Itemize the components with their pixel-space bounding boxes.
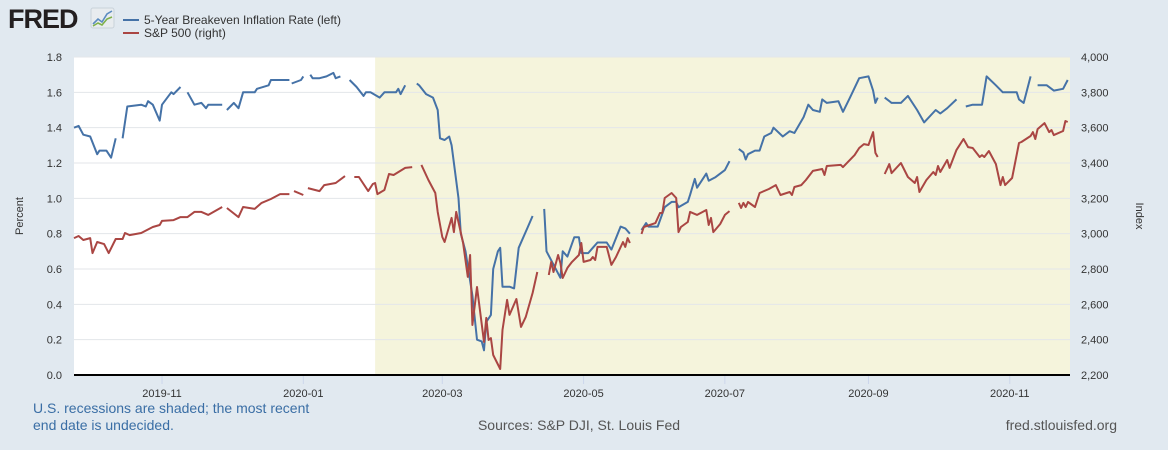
x-tick-label: 2020-07 xyxy=(705,388,745,400)
recession-note-line2: end date is undecided. xyxy=(33,417,174,433)
sp500-line-segment[interactable] xyxy=(547,237,631,279)
sp500-line-segment[interactable] xyxy=(73,206,223,255)
x-tick-label: 2020-05 xyxy=(563,388,603,400)
breakeven-line-segment[interactable] xyxy=(73,124,117,159)
x-tick-label: 2020-11 xyxy=(990,388,1030,400)
right-axis: 2,200 2,400 2,600 2,800 3,000 3,200 3,400 3,600… xyxy=(1081,52,1109,382)
sp500-line-segment[interactable] xyxy=(640,192,731,235)
series-lines xyxy=(73,71,1069,370)
breakeven-line-segment[interactable] xyxy=(186,91,223,110)
breakeven-line-segment[interactable] xyxy=(309,71,341,80)
left-axis-title: Percent xyxy=(14,197,26,235)
sources-text: Sources: S&P DJI, St. Louis Fed xyxy=(478,417,680,433)
left-axis: 0.0 0.2 0.4 0.6 0.8 1.0 1.2 1.4 1.6 1.8 xyxy=(47,52,62,382)
left-tick-label: 0.2 xyxy=(47,335,62,347)
right-tick-label: 2,400 xyxy=(1081,335,1109,347)
site-link[interactable]: fred.stlouisfed.org xyxy=(1006,417,1117,433)
fred-logo[interactable]: FRED xyxy=(8,4,115,34)
right-tick-label: 4,000 xyxy=(1081,52,1109,64)
left-tick-label: 1.6 xyxy=(47,87,62,99)
sp500-line-segment[interactable] xyxy=(307,175,346,193)
sp500-line-segment[interactable] xyxy=(883,120,1069,193)
legend-label: S&P 500 (right) xyxy=(144,26,226,40)
breakeven-line-segment[interactable] xyxy=(738,75,879,161)
left-tick-label: 1.8 xyxy=(47,52,62,64)
right-tick-label: 2,800 xyxy=(1081,264,1109,276)
left-tick-label: 0.0 xyxy=(47,370,62,382)
sp500-line-segment[interactable] xyxy=(737,131,879,209)
right-tick-label: 3,800 xyxy=(1081,87,1109,99)
legend: 5-Year Breakeven Inflation Rate (left) S… xyxy=(123,13,341,40)
recession-note-line1: U.S. recessions are shaded; the most rec… xyxy=(33,400,309,416)
sp500-line-segment[interactable] xyxy=(354,166,413,196)
sp500-line-segment[interactable] xyxy=(226,193,290,219)
breakeven-line-segment[interactable] xyxy=(1037,79,1069,92)
breakeven-line-segment[interactable] xyxy=(884,94,958,124)
legend-label: 5-Year Breakeven Inflation Rate (left) xyxy=(144,13,341,27)
gridlines xyxy=(74,56,1070,341)
breakeven-line-segment[interactable] xyxy=(965,75,1032,108)
right-tick-label: 3,400 xyxy=(1081,158,1109,170)
x-axis: 2019-11 2020-01 2020-03 2020-05 2020-07 2020-… xyxy=(142,375,1030,400)
right-tick-label: 2,600 xyxy=(1081,299,1109,311)
breakeven-line-segment[interactable] xyxy=(640,160,731,231)
left-tick-label: 1.4 xyxy=(47,123,62,135)
left-tick-label: 0.6 xyxy=(47,264,62,276)
sp500-line-segment[interactable] xyxy=(420,164,539,370)
right-tick-label: 3,000 xyxy=(1081,229,1109,241)
breakeven-line-segment[interactable] xyxy=(121,86,182,139)
left-tick-label: 1.0 xyxy=(47,193,62,205)
svg-text:FRED: FRED xyxy=(8,4,78,34)
left-tick-label: 0.4 xyxy=(47,299,62,311)
right-axis-title: Index xyxy=(1133,203,1145,230)
legend-item-sp500[interactable]: S&P 500 (right) xyxy=(123,26,226,40)
legend-item-breakeven[interactable]: 5-Year Breakeven Inflation Rate (left) xyxy=(123,13,341,27)
recession-shading xyxy=(375,57,1070,375)
right-tick-label: 2,200 xyxy=(1081,370,1109,382)
x-tick-label: 2019-11 xyxy=(142,388,182,400)
right-tick-label: 3,600 xyxy=(1081,123,1109,135)
x-tick-label: 2020-09 xyxy=(848,388,888,400)
breakeven-line-segment[interactable] xyxy=(291,75,305,85)
right-tick-label: 3,200 xyxy=(1081,193,1109,205)
breakeven-line-segment[interactable] xyxy=(348,79,407,99)
x-tick-label: 2020-03 xyxy=(422,388,462,400)
x-tick-label: 2020-01 xyxy=(283,388,323,400)
breakeven-line-segment[interactable] xyxy=(226,79,290,111)
logo-chart-icon xyxy=(90,7,115,29)
left-tick-label: 0.8 xyxy=(47,229,62,241)
left-tick-label: 1.2 xyxy=(47,158,62,170)
sp500-line-segment[interactable] xyxy=(293,190,304,196)
breakeven-line-segment[interactable] xyxy=(416,82,534,352)
